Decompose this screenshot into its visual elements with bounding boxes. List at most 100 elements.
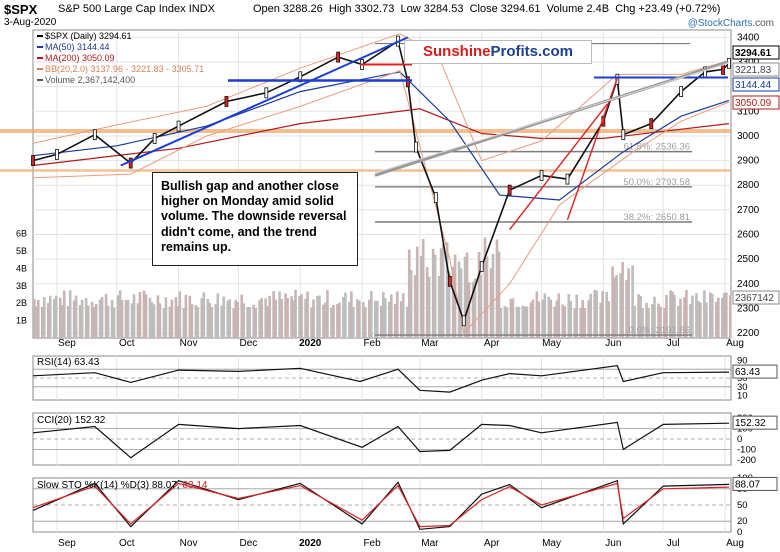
- sto-tick-label: 0: [737, 527, 742, 538]
- volume-bar: [685, 289, 688, 338]
- volume-bar: [368, 299, 371, 338]
- volume-bar: [645, 302, 648, 338]
- sto-line-1: [32, 482, 730, 528]
- x-tick-label-bottom: May: [542, 538, 561, 549]
- volume-bar: [100, 296, 104, 338]
- volume-bar: [240, 294, 244, 338]
- volume-bar: [178, 291, 182, 338]
- price-tick-label: 2200: [737, 328, 760, 339]
- volume-bar: [521, 305, 525, 338]
- volume-bar: [691, 295, 694, 338]
- volume-bar: [631, 265, 634, 338]
- rsi-panel: [32, 355, 732, 401]
- volume-bar: [312, 299, 315, 338]
- volume-bar: [342, 296, 345, 338]
- volume-label: Volume: [546, 3, 584, 15]
- volume-bar: [531, 299, 535, 338]
- rsi-tick-label: 30: [737, 382, 748, 393]
- volume-bar: [547, 296, 551, 338]
- volume-bar: [252, 304, 255, 338]
- price-tick-label: 2400: [737, 279, 760, 290]
- chart-date: 3-Aug-2020: [4, 17, 57, 28]
- volume-value: 2.4B: [586, 3, 610, 15]
- volume-bar: [491, 253, 495, 338]
- price-candle: [507, 184, 512, 196]
- credit-prefix: @: [687, 18, 698, 29]
- price-candle: [433, 192, 438, 203]
- volume-bar: [639, 295, 642, 338]
- volume-bar: [579, 307, 583, 338]
- volume-bar: [84, 297, 88, 338]
- chg-label: Chg: [615, 3, 636, 15]
- annotation-callout: Bullish gap and another close higher on …: [152, 172, 358, 266]
- sto-d-value: 83.14: [182, 480, 207, 491]
- volume-bar: [112, 307, 116, 338]
- close-value: 3294.61: [500, 3, 541, 15]
- x-tick-label-bottom: Jul: [667, 538, 680, 549]
- volume-bar: [338, 302, 341, 338]
- x-tick-label-top: Sep: [58, 338, 76, 349]
- volume-bar: [459, 268, 463, 338]
- volume-bar: [479, 274, 483, 338]
- volume-bar: [248, 306, 251, 338]
- volume-bar: [254, 307, 257, 338]
- volume-bar: [332, 304, 335, 338]
- volume-bar: [715, 301, 718, 338]
- volume-bar: [657, 303, 660, 338]
- price-tag-box: [732, 95, 780, 110]
- price-tick-label: 3000: [737, 131, 760, 142]
- volume-bar: [647, 308, 650, 338]
- volume-bar: [126, 299, 130, 338]
- price-tick-label: 2700: [737, 205, 760, 216]
- volume-bar: [625, 279, 628, 338]
- grey-channel-line: [374, 60, 729, 177]
- legend-item: BB(20,2.0) 3137.96 - 3221.83 - 3305.71: [45, 64, 204, 74]
- volume-bar: [573, 308, 577, 338]
- price-tag-value: 3294.61: [735, 48, 772, 59]
- volume-bar: [294, 289, 297, 338]
- volume-bar: [98, 299, 102, 338]
- volume-bar: [150, 302, 154, 338]
- volume-bar: [387, 301, 391, 338]
- volume-bar: [196, 306, 200, 338]
- price-tag-box: [732, 62, 780, 77]
- price-tag-value: 3221.83: [735, 65, 772, 76]
- volume-bar: [683, 297, 686, 338]
- sto-tag-box: [732, 476, 778, 491]
- stockcharts-credit[interactable]: @StockCharts.com: [688, 18, 774, 29]
- x-tick-label-bottom: Sep: [58, 538, 76, 549]
- volume-bar: [393, 304, 397, 338]
- volume-bar: [651, 304, 654, 338]
- volume-bar: [401, 293, 405, 338]
- cci-line-0: [32, 421, 730, 459]
- volume-bar: [613, 277, 616, 338]
- volume-bar: [330, 307, 333, 338]
- volume-bar: [671, 291, 674, 338]
- volume-bar: [529, 302, 533, 338]
- volume-bar: [611, 266, 614, 338]
- sto-tick-label: 20: [737, 516, 748, 527]
- volume-bar: [711, 293, 714, 338]
- volume-bar: [561, 304, 565, 338]
- volume-bar: [503, 306, 507, 338]
- volume-bar: [421, 238, 425, 338]
- volume-bar: [511, 298, 515, 338]
- sunshine-profits-logo: SunshineProfits.com: [404, 40, 592, 64]
- ma50-line: [32, 71, 730, 201]
- legend-item: $SPX (Daily) 3294.61: [45, 31, 132, 41]
- volume-bar: [264, 298, 267, 338]
- volume-bar: [58, 297, 62, 338]
- volume-bar: [54, 295, 58, 338]
- volume-bar: [42, 297, 46, 338]
- price-candle: [55, 149, 59, 160]
- volume-bar: [298, 295, 301, 338]
- price-tag-box: [732, 77, 780, 92]
- price-candle: [176, 120, 181, 132]
- volume-bar: [356, 299, 359, 338]
- volume-bar: [232, 308, 236, 338]
- volume-bar: [583, 308, 587, 338]
- x-tick-label-bottom: Oct: [119, 538, 135, 549]
- volume-bar: [535, 291, 539, 338]
